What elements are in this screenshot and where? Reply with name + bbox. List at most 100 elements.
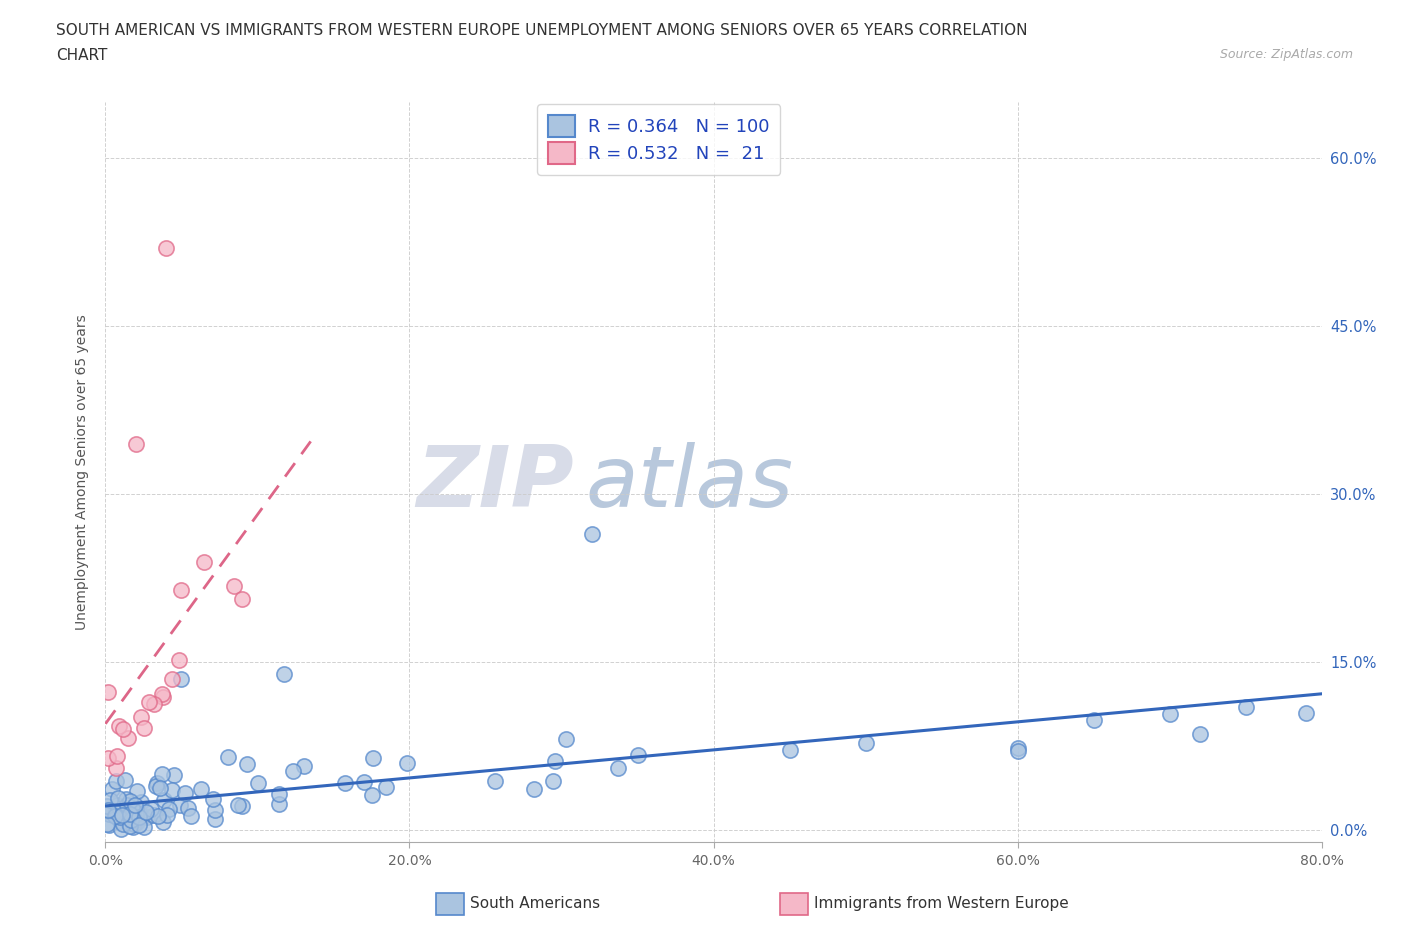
Point bbox=[128, 817, 150, 832]
Point bbox=[136, 810, 159, 825]
Point bbox=[190, 781, 212, 796]
Point bbox=[97, 804, 120, 818]
Point bbox=[125, 436, 148, 451]
Point bbox=[127, 815, 149, 830]
Point bbox=[152, 815, 174, 830]
Point bbox=[101, 782, 124, 797]
Point bbox=[396, 755, 419, 770]
Point bbox=[267, 787, 290, 802]
Point bbox=[202, 792, 225, 807]
Text: atlas: atlas bbox=[586, 442, 794, 525]
Point bbox=[124, 812, 146, 827]
Point bbox=[236, 756, 259, 771]
Point bbox=[134, 819, 156, 834]
Point bbox=[360, 787, 382, 802]
Point bbox=[107, 790, 129, 805]
Point bbox=[98, 792, 121, 807]
Point bbox=[108, 719, 131, 734]
Point bbox=[122, 819, 145, 834]
Point bbox=[129, 710, 152, 724]
Point bbox=[146, 808, 169, 823]
Point bbox=[779, 742, 801, 757]
Point bbox=[484, 774, 506, 789]
Point bbox=[152, 689, 174, 704]
Text: ZIP: ZIP bbox=[416, 442, 574, 525]
Point bbox=[153, 793, 176, 808]
Point bbox=[96, 799, 118, 814]
Point bbox=[97, 684, 120, 699]
Point bbox=[150, 686, 173, 701]
Point bbox=[231, 798, 253, 813]
Point bbox=[129, 794, 152, 809]
Point bbox=[122, 803, 145, 817]
Point bbox=[180, 808, 202, 823]
Point bbox=[108, 810, 131, 825]
Point bbox=[98, 817, 121, 832]
Point bbox=[204, 812, 226, 827]
Point bbox=[581, 526, 603, 541]
Point bbox=[117, 805, 139, 820]
Point bbox=[204, 803, 226, 817]
Point bbox=[131, 809, 153, 824]
Point bbox=[138, 695, 160, 710]
Point bbox=[541, 774, 564, 789]
Point bbox=[97, 803, 120, 817]
Point bbox=[118, 818, 141, 833]
Point bbox=[108, 814, 131, 829]
Point bbox=[281, 764, 304, 778]
Text: Source: ZipAtlas.com: Source: ZipAtlas.com bbox=[1219, 48, 1353, 61]
Point bbox=[96, 817, 118, 832]
Point bbox=[170, 671, 193, 686]
Point bbox=[149, 781, 172, 796]
Point bbox=[170, 582, 193, 597]
Point bbox=[128, 806, 150, 821]
Point bbox=[1159, 707, 1181, 722]
Point bbox=[247, 776, 270, 790]
Point bbox=[273, 666, 295, 681]
Point bbox=[111, 817, 134, 831]
Point bbox=[156, 807, 179, 822]
Point bbox=[122, 817, 145, 831]
Text: South Americans: South Americans bbox=[470, 897, 600, 911]
Point bbox=[222, 578, 245, 593]
Point bbox=[231, 591, 253, 606]
Point bbox=[375, 779, 398, 794]
Legend: R = 0.364   N = 100, R = 0.532   N =  21: R = 0.364 N = 100, R = 0.532 N = 21 bbox=[537, 104, 780, 175]
Point bbox=[554, 732, 576, 747]
Point bbox=[128, 810, 150, 825]
Point bbox=[193, 554, 215, 569]
Point bbox=[160, 783, 183, 798]
Point bbox=[112, 722, 135, 737]
Text: CHART: CHART bbox=[56, 48, 108, 63]
Point bbox=[104, 774, 127, 789]
Point bbox=[104, 761, 127, 776]
Point bbox=[1007, 740, 1029, 755]
Point bbox=[124, 798, 146, 813]
Point bbox=[141, 802, 163, 817]
Point bbox=[150, 767, 173, 782]
Point bbox=[117, 731, 139, 746]
Point bbox=[97, 751, 120, 766]
Point bbox=[146, 776, 169, 790]
Point bbox=[173, 786, 195, 801]
Point bbox=[111, 807, 134, 822]
Point bbox=[115, 813, 138, 828]
Point bbox=[361, 751, 384, 765]
Point bbox=[353, 775, 375, 790]
Point bbox=[120, 794, 142, 809]
Point bbox=[217, 750, 239, 764]
Point bbox=[163, 767, 186, 782]
Point bbox=[143, 808, 166, 823]
Point bbox=[125, 807, 148, 822]
Point bbox=[134, 721, 156, 736]
Point bbox=[121, 803, 143, 817]
Point bbox=[855, 736, 877, 751]
Point bbox=[114, 773, 136, 788]
Point bbox=[97, 806, 120, 821]
Text: SOUTH AMERICAN VS IMMIGRANTS FROM WESTERN EUROPE UNEMPLOYMENT AMONG SENIORS OVER: SOUTH AMERICAN VS IMMIGRANTS FROM WESTER… bbox=[56, 23, 1028, 38]
Point bbox=[544, 753, 567, 768]
Point bbox=[105, 804, 128, 818]
Point bbox=[135, 804, 157, 819]
Point bbox=[169, 798, 191, 813]
Point bbox=[160, 671, 183, 686]
